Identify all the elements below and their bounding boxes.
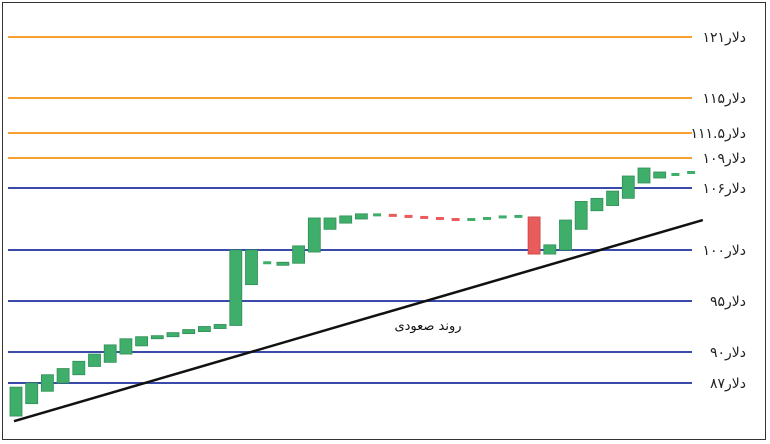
candle (9, 386, 23, 417)
candle (559, 219, 572, 251)
level-label: ۱۰۶دلار (702, 181, 746, 197)
candle (245, 249, 258, 286)
trend-label: روند صعودی (394, 319, 461, 334)
candle (373, 213, 382, 217)
candle (404, 214, 413, 218)
candle (543, 244, 557, 255)
chart-frame (2, 2, 766, 440)
candle (653, 171, 667, 179)
level-label: ۱۱۵دلار (702, 91, 746, 107)
level-label: ۱۲۱دلار (702, 30, 746, 46)
candle (263, 261, 272, 265)
candle (354, 213, 368, 220)
candle (307, 217, 321, 253)
candle (483, 216, 491, 220)
candle (527, 216, 541, 255)
candle (166, 332, 180, 338)
candle (621, 175, 635, 199)
trend-line (13, 218, 704, 423)
candle (388, 213, 397, 217)
candle (574, 201, 588, 230)
candle (41, 374, 54, 392)
candle (514, 214, 523, 218)
price-levels (8, 36, 692, 384)
candle (182, 329, 196, 335)
candle (339, 215, 353, 224)
candle (229, 249, 243, 326)
candle (467, 218, 476, 222)
candle (103, 344, 117, 363)
level-label: ۱۰۰دلار (702, 243, 746, 259)
candle (687, 171, 696, 174)
candle (590, 197, 604, 212)
candle (671, 173, 680, 176)
candle (197, 326, 211, 332)
candle (150, 335, 164, 340)
candles (9, 167, 696, 417)
candle (323, 217, 337, 230)
trend-layer (13, 218, 704, 423)
candle (435, 216, 444, 220)
candle (420, 215, 429, 219)
candle (292, 245, 306, 264)
candle (135, 336, 149, 347)
candle (451, 218, 460, 222)
candle (276, 261, 290, 266)
candle (72, 360, 86, 376)
candle (637, 167, 651, 184)
candle (56, 368, 70, 384)
candle (25, 382, 39, 405)
level-label: ۸۷دلار (710, 376, 746, 392)
candle (213, 324, 227, 329)
level-label: ۱۰۹دلار (702, 151, 746, 167)
level-labels: ۱۲۱دلار ۱۱۵دلار ۱۱۱.۵دلار ۱۰۹دلار ۱۰۶دلار ۱۰۰… (690, 30, 746, 392)
candle (606, 190, 619, 206)
candle (119, 338, 133, 355)
level-label: ۱۱۱.۵دلار (690, 126, 746, 142)
level-label: ۹۰دلار (710, 345, 746, 361)
level-label: ۹۵دلار (710, 294, 746, 310)
candle (88, 353, 101, 367)
candle (498, 215, 507, 219)
